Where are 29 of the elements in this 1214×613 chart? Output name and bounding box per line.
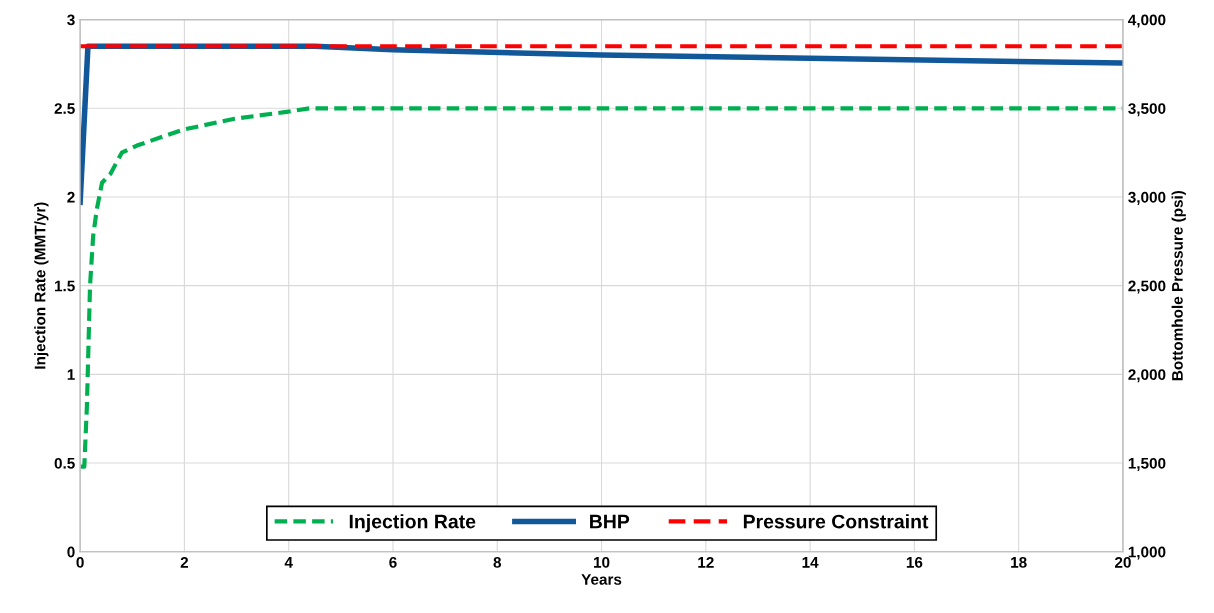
y-tick-label: 1 xyxy=(67,369,75,380)
y-tick-label: 2.5 xyxy=(54,103,75,114)
x-tick-label: 6 xyxy=(389,556,397,568)
x-tick-label: 14 xyxy=(802,557,819,568)
y2-tick-label: 4,000 xyxy=(1128,14,1166,28)
y-tick-label: 2 xyxy=(67,191,75,203)
y2-tick-label: 3,000 xyxy=(1128,191,1166,205)
y-tick-label: 1.5 xyxy=(54,280,75,292)
legend-label: BHP xyxy=(590,514,630,529)
x-tick-label: 12 xyxy=(698,556,714,568)
y2-tick-label: 3,500 xyxy=(1128,103,1166,117)
x-tick-label: 2 xyxy=(180,556,189,568)
legend-label: Injection Rate xyxy=(349,514,476,533)
x-axis-title: Years xyxy=(581,574,622,585)
x-tick-label: 8 xyxy=(493,556,502,568)
y2-tick-label: 2,000 xyxy=(1128,369,1166,383)
x-tick-label: 4 xyxy=(284,557,293,568)
x-tick-label: 10 xyxy=(594,556,610,568)
legend-label: Pressure Constraint xyxy=(743,514,929,529)
y-tick-label: 3 xyxy=(67,14,75,26)
y2-tick-label: 2,500 xyxy=(1128,280,1166,294)
y-tick-label: 0.5 xyxy=(54,457,75,469)
x-tick-label: 18 xyxy=(1011,556,1027,568)
x-tick-label: 16 xyxy=(906,556,923,568)
x-tick-label: 0 xyxy=(76,556,84,568)
y-axis-title: Injection Rate (MMT/yr) xyxy=(34,202,49,369)
y2-axis-title: Bottomhole Pressure (psi) xyxy=(1171,190,1186,381)
y2-tick-label: 1,500 xyxy=(1128,457,1166,471)
y-tick-label: 0 xyxy=(67,546,75,558)
